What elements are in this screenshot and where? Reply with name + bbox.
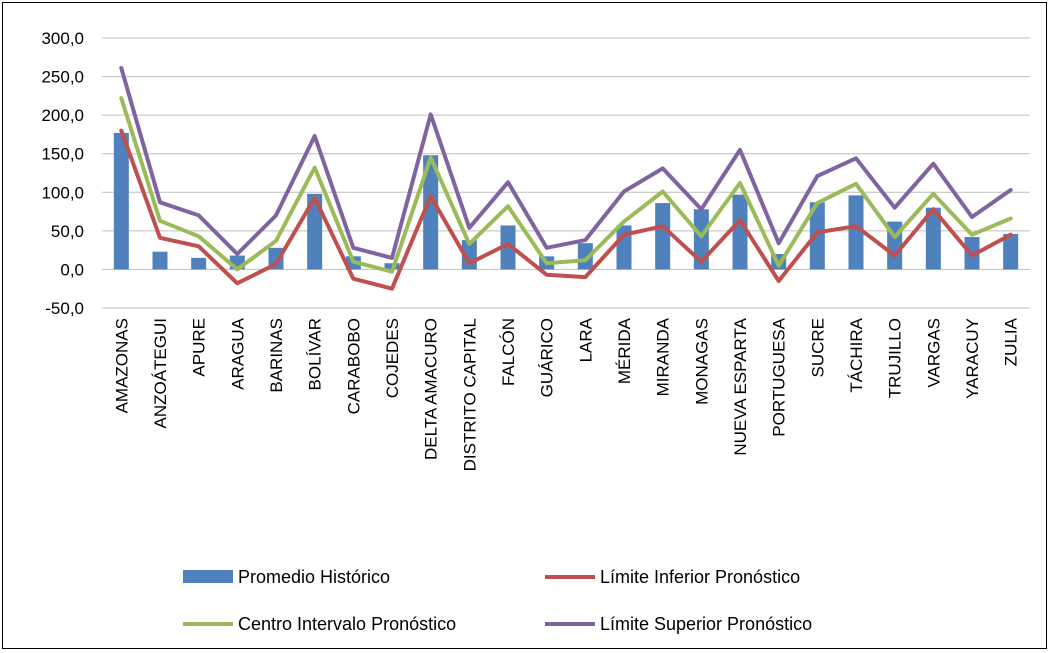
x-tick-labels: AMAZONAS ANZOÁTEGUI APURE ARAGUA BARINAS BOLÍ… <box>112 317 1020 471</box>
y-tick-label: 0,0 <box>60 260 84 279</box>
x-tick-label: SUCRE <box>808 318 827 378</box>
legend-label: Promedio Histórico <box>238 567 390 587</box>
legend-label: Límite Superior Pronóstico <box>600 614 812 634</box>
x-tick-label: BARINAS <box>267 318 286 393</box>
bar <box>307 193 323 270</box>
x-tick-label: MIRANDA <box>654 317 673 396</box>
x-tick-label: GUÁRICO <box>538 318 557 397</box>
bar <box>191 257 207 270</box>
x-tick-label: PORTUGUESA <box>770 317 789 436</box>
x-tick-label: ZULIA <box>1002 317 1021 366</box>
x-tick-label: TÁCHIRA <box>847 317 866 392</box>
bar <box>152 251 168 270</box>
legend-swatch <box>183 570 233 583</box>
series-lines <box>119 66 1013 291</box>
bar <box>848 195 864 270</box>
bar <box>500 225 516 270</box>
bar <box>732 194 748 270</box>
bar <box>113 132 129 270</box>
x-tick-label: CARABOBO <box>344 318 363 414</box>
x-tick-label: BOLÍVAR <box>306 318 325 390</box>
x-tick-label: DELTA AMACURO <box>422 318 441 460</box>
y-tick-labels: -50,0 0,0 50,0 100,0 150,0 200,0 250,0 300,0 <box>41 29 84 318</box>
y-tick-label: 300,0 <box>41 29 84 48</box>
x-tick-label: VARGAS <box>924 318 943 388</box>
x-tick-label: ANZOÁTEGUI <box>151 318 170 429</box>
x-tick-label: NUEVA ESPARTA <box>731 317 750 455</box>
series-line <box>119 96 1013 274</box>
x-tick-label: COJEDES <box>383 318 402 398</box>
legend-label: Centro Intervalo Pronóstico <box>238 614 456 634</box>
x-tick-label: TRUJILLO <box>886 318 905 398</box>
x-tick-label: FALCÓN <box>499 318 518 386</box>
bar <box>1003 233 1019 270</box>
x-tick-label: APURE <box>190 318 209 377</box>
x-tick-label: DISTRITO CAPITAL <box>460 318 479 471</box>
bar <box>693 209 709 270</box>
x-tick-label: AMAZONAS <box>112 318 131 413</box>
x-tick-label: LARA <box>576 317 595 362</box>
y-tick-label: 200,0 <box>41 106 84 125</box>
series-line <box>119 128 1013 291</box>
x-tick-label: ARAGUA <box>228 317 247 389</box>
bar <box>655 203 671 270</box>
legend-label: Límite Inferior Pronóstico <box>600 567 800 587</box>
legend: Promedio Histórico Límite Inferior Pronós… <box>183 567 812 634</box>
bar <box>577 243 593 270</box>
y-tick-label: 150,0 <box>41 145 84 164</box>
y-tick-label: 250,0 <box>41 68 84 87</box>
x-tick-label: MÉRIDA <box>615 317 634 384</box>
bar <box>809 202 825 270</box>
gridlines <box>102 37 1030 309</box>
x-tick-label: MONAGAS <box>692 318 711 405</box>
bar <box>925 207 941 270</box>
series-line <box>119 66 1013 260</box>
bar <box>423 155 439 270</box>
y-tick-label: 50,0 <box>51 222 84 241</box>
x-tick-label: YARACUY <box>963 318 982 399</box>
y-tick-label: -50,0 <box>45 299 84 318</box>
y-tick-label: 100,0 <box>41 183 84 202</box>
